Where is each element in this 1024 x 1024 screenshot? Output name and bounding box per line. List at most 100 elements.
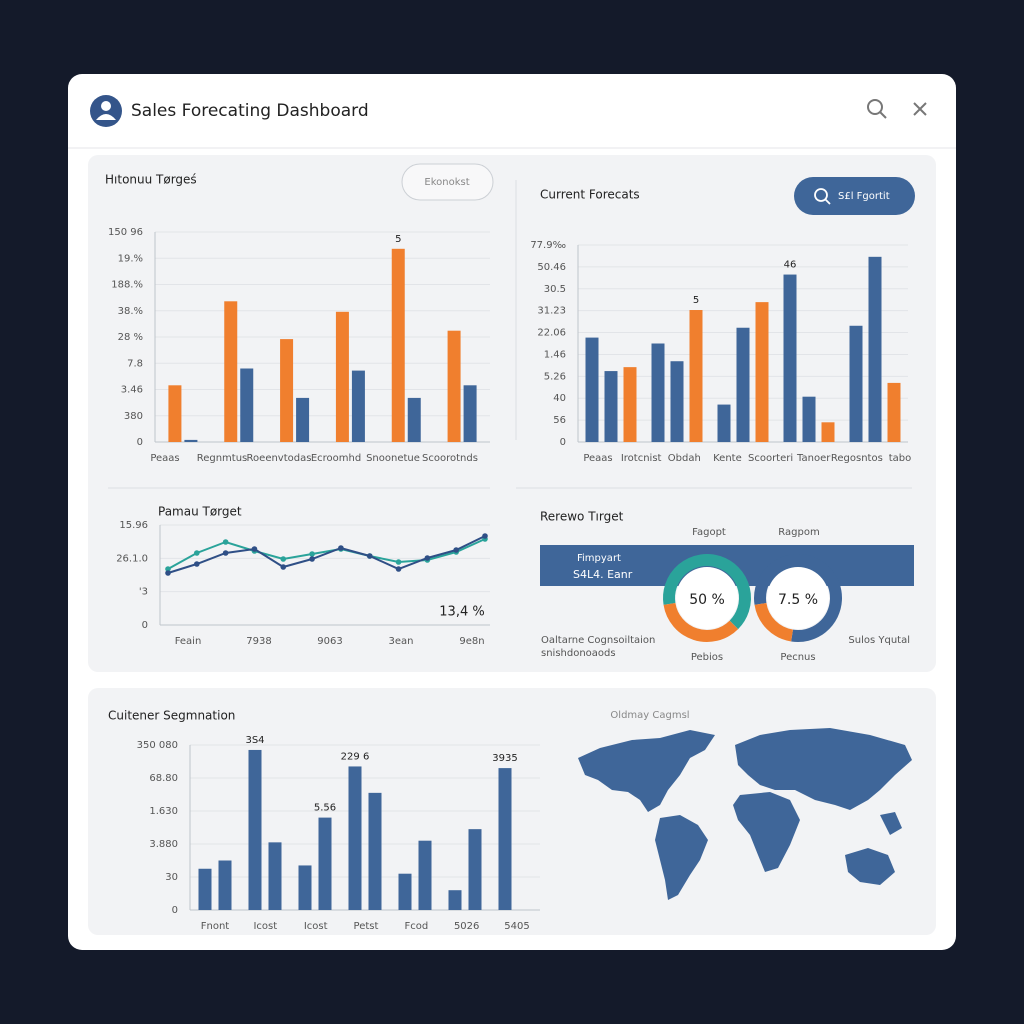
bar [670, 361, 684, 442]
bar-annotation: 5 [395, 234, 401, 245]
y-tick-label: 7.8 [127, 358, 143, 369]
point [424, 555, 431, 561]
point [222, 550, 229, 556]
bar [351, 370, 365, 442]
point [482, 533, 488, 539]
banner-text: S4L4. Eanr [573, 568, 633, 581]
search-icon[interactable] [867, 99, 883, 115]
search-icon [814, 188, 828, 202]
donut-hole [767, 567, 829, 629]
australia [845, 848, 895, 885]
line [167, 535, 486, 574]
bar [298, 865, 312, 910]
bar-annotation: 3935 [492, 753, 517, 764]
x-tick-label: Peaas [583, 453, 612, 464]
search-icon-handle [879, 111, 887, 119]
y-tick-label: 0 [142, 620, 148, 631]
y-tick-label: 26.1.0 [116, 553, 148, 564]
bar [398, 873, 412, 910]
point [194, 550, 200, 556]
point [309, 556, 315, 562]
y-tick-label: 380 [124, 411, 143, 422]
y-tick-label: 0 [137, 437, 143, 448]
x-tick-label: 9e8n [459, 636, 484, 647]
bar [224, 301, 238, 442]
y-tick-label: 1.46 [544, 349, 566, 360]
x-tick-label: Fnont [201, 921, 230, 932]
eurasia [735, 728, 912, 810]
footer-text: snishdonoaods [541, 648, 616, 659]
bar [168, 385, 182, 442]
button-label: Ekonokst [424, 177, 469, 188]
bar [821, 422, 835, 442]
x-tick-label: Fcod [404, 921, 428, 932]
search-button[interactable] [794, 177, 915, 215]
bar [198, 868, 212, 910]
point [366, 553, 373, 559]
y-tick-label: 0 [560, 437, 566, 448]
x-tick-label: Obdah [668, 453, 701, 464]
header-title: Sales Forecating Dashboard [131, 101, 369, 121]
footer-text: Sulos Yqutal [848, 635, 910, 646]
south-america [655, 815, 708, 900]
donut-segment [663, 602, 739, 642]
bar [802, 396, 816, 442]
panel-title: Hıtonuu Tørgeś [105, 173, 197, 187]
close-icon[interactable] [913, 102, 927, 116]
y-tick-label: 3.46 [121, 385, 143, 396]
bar [368, 792, 382, 910]
bar [335, 311, 349, 442]
bar [498, 768, 512, 910]
bar [280, 339, 294, 442]
y-tick-label: 1.630 [149, 806, 178, 817]
banner-text: Fimpyart [577, 553, 621, 564]
point [165, 570, 171, 576]
y-tick-label: 28 % [118, 332, 143, 343]
line [167, 538, 486, 570]
donut-segment [663, 554, 751, 630]
panel-title: Rerewo Tırget [540, 510, 624, 524]
north-america [578, 730, 715, 812]
bar [604, 371, 618, 442]
y-tick-label: 5.26 [544, 371, 566, 382]
x-tick-label: Feain [175, 636, 202, 647]
point [395, 566, 402, 572]
y-tick-label: 0 [172, 905, 178, 916]
bar-annotation: 5.56 [314, 803, 336, 814]
donut-segment [754, 602, 794, 642]
bar [240, 368, 254, 442]
bar [268, 842, 282, 910]
y-tick-label: 150 96 [108, 227, 143, 238]
bar [418, 840, 432, 910]
avatar-body [96, 114, 116, 120]
y-tick-label: 31.23 [537, 306, 566, 317]
bar [407, 397, 421, 442]
donut-label: 7.5 % [778, 592, 818, 608]
point [338, 545, 344, 551]
button[interactable] [401, 163, 494, 201]
x-tick-label: Petst [354, 921, 379, 932]
button-label: S£l Fgortit [838, 191, 890, 202]
y-tick-label: 56 [553, 415, 566, 426]
map-title: Oldmay Cagmsl [610, 710, 689, 721]
x-tick-label: Irotcnist [621, 453, 662, 464]
panel-title: Current Forecats [540, 188, 640, 202]
point [251, 546, 258, 552]
donut-hole [676, 567, 738, 629]
islands [880, 812, 902, 835]
column-label: Ragpom [778, 527, 819, 538]
donut-segment [754, 554, 842, 642]
x-tick-label: 7938 [246, 636, 271, 647]
bar-annotation: 3S4 [245, 735, 264, 746]
bar [184, 439, 198, 442]
bar [218, 860, 232, 910]
bar [736, 327, 750, 442]
x-tick-label: Roeenvtodas [247, 453, 312, 464]
point [165, 566, 171, 572]
bar [348, 766, 362, 910]
world-map [578, 728, 912, 900]
y-tick-label: 50.46 [537, 262, 566, 273]
bar [447, 330, 461, 442]
annotation: 13,4 % [439, 605, 484, 620]
y-tick-label: 40 [553, 393, 566, 404]
